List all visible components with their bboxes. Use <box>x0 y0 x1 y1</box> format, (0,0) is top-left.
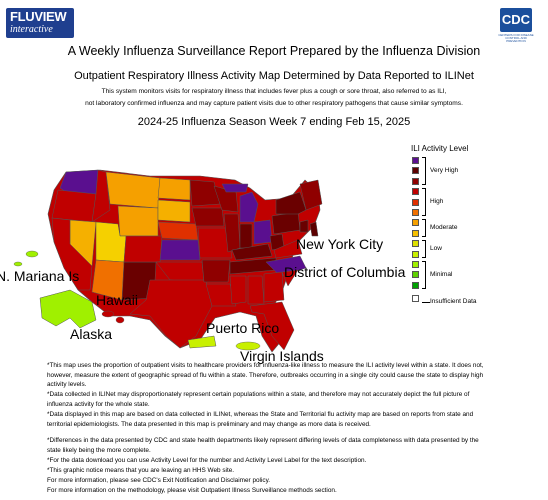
legend-swatch <box>412 250 419 258</box>
legend-insufficient-line <box>422 302 430 303</box>
label-n-mariana: N. Mariana Is <box>0 268 80 284</box>
map-subtitle: Outpatient Respiratory Illness Activity … <box>74 70 474 82</box>
nyc-marker <box>309 221 319 237</box>
fluview-logo-text: FLUVIEW <box>10 9 67 24</box>
legend-title: ILI Activity Level <box>411 144 469 153</box>
state-new-jersey <box>299 219 309 233</box>
label-hawaii: Hawaii <box>96 292 139 308</box>
legend-bracket <box>422 261 426 289</box>
label-puerto-rico: Puerto Rico <box>206 320 280 336</box>
note-paragraph: *This graphic notice means that you are … <box>47 467 235 474</box>
puerto-rico-shape <box>187 335 217 349</box>
state-south-carolina <box>281 269 299 287</box>
legend-swatch <box>412 281 419 289</box>
note-paragraph: *Data displayed in this map are based on… <box>47 411 474 428</box>
legend-swatch <box>412 271 419 279</box>
note-paragraph: *Differences in the data presented by CD… <box>47 437 479 454</box>
legend-label-insufficient: Insufficient Data <box>430 298 477 305</box>
legend-label: High <box>430 198 444 206</box>
state-iowa <box>191 207 225 227</box>
state-ohio <box>253 219 273 245</box>
legend-swatch <box>412 240 419 248</box>
state-wyoming <box>117 205 159 237</box>
state-montana <box>105 171 161 209</box>
page-title: A Weekly Influenza Surveillance Report P… <box>67 44 481 58</box>
label-virgin-islands: Virgin Islands <box>240 348 324 364</box>
legend-label: Very High <box>430 166 459 174</box>
legend-swatch <box>412 167 419 175</box>
cdc-logo-text: CDC <box>500 8 532 32</box>
legend-label: Moderate <box>430 224 458 232</box>
state-idaho <box>91 169 111 223</box>
state-kentucky <box>231 243 273 261</box>
us-activity-map[interactable] <box>0 140 410 370</box>
state-arkansas <box>201 259 231 283</box>
hawaii-islands <box>101 310 115 318</box>
state-california <box>51 217 93 291</box>
state-florida <box>249 301 295 351</box>
label-district-of-columbia: District of Columbia <box>284 264 406 280</box>
state-nebraska <box>157 221 199 241</box>
legend-bracket <box>422 188 426 216</box>
state-georgia <box>263 271 285 303</box>
fluview-logo[interactable]: FLUVIEW interactive <box>6 8 74 38</box>
legend-swatch <box>412 177 419 185</box>
n-mariana-islands <box>25 250 39 258</box>
state-south-dakota <box>157 199 191 223</box>
description-line-2: not laboratory confirmed influenza and m… <box>85 100 463 107</box>
legend-swatch <box>412 261 419 268</box>
legend-label: Low <box>430 244 442 252</box>
note-paragraph: *Data collected in ILINet may disproport… <box>47 391 470 408</box>
note-paragraph: For more information, please see CDC's E… <box>47 477 271 484</box>
description-line-1: This system monitors visits for respirat… <box>101 88 447 95</box>
legend-swatch <box>412 229 419 237</box>
note-paragraph: *This map uses the proportion of outpati… <box>47 362 484 389</box>
state-alabama <box>247 275 265 305</box>
legend-bracket <box>422 240 426 258</box>
legend-swatch <box>412 209 419 216</box>
fluview-logo-subtext: interactive <box>10 24 53 35</box>
cdc-logo-subtext: CENTERS FOR DISEASE CONTROL AND PREVENTI… <box>498 33 534 43</box>
legend-swatch <box>412 219 419 227</box>
state-new-york <box>275 191 307 215</box>
state-michigan <box>239 191 259 223</box>
state-missouri <box>197 227 233 259</box>
note-paragraph: *For the data download you can use Activ… <box>47 457 367 464</box>
state-indiana <box>239 223 253 249</box>
label-alaska: Alaska <box>70 326 113 342</box>
legend-label: Minimal <box>430 270 453 278</box>
n-mariana-islands-2 <box>13 261 23 267</box>
state-north-dakota <box>157 177 191 201</box>
alaska-shape <box>39 289 97 329</box>
state-pennsylvania <box>271 211 301 235</box>
state-kansas <box>159 239 201 261</box>
state-new-england <box>299 179 323 211</box>
hawaii-islands-2 <box>115 316 125 324</box>
virgin-islands-shape <box>235 341 261 351</box>
legend-swatch <box>412 157 419 164</box>
legend-swatch <box>412 198 419 206</box>
legend-swatch <box>412 188 419 196</box>
state-louisiana <box>205 283 237 307</box>
legend-bracket <box>422 219 426 237</box>
label-new-york-city: New York City <box>296 236 384 252</box>
state-mississippi <box>229 275 247 305</box>
cdc-logo[interactable]: CDC CENTERS FOR DISEASE CONTROL AND PREV… <box>496 8 536 43</box>
state-colorado <box>123 235 163 263</box>
note-paragraph: For more information on the methodology,… <box>47 487 337 494</box>
legend-swatch <box>412 295 419 303</box>
season-title: 2024-25 Influenza Season Week 7 ending F… <box>137 116 411 128</box>
state-oregon <box>51 189 97 223</box>
state-michigan-upper <box>221 183 249 193</box>
state-virginia <box>273 239 303 259</box>
legend-bracket <box>422 157 426 185</box>
